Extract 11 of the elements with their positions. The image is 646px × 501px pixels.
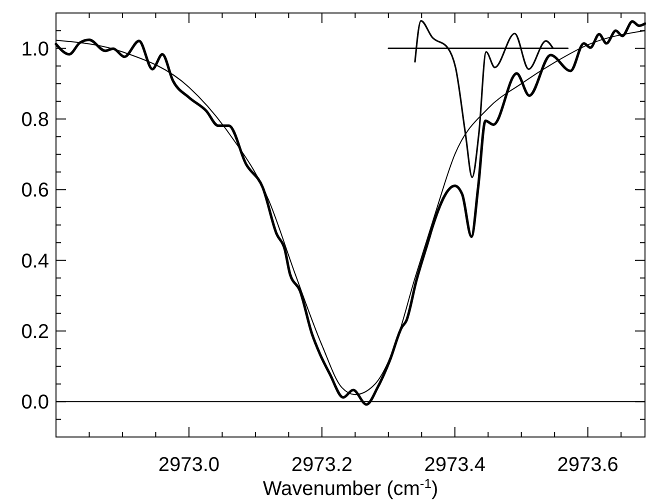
x-tick-label: 2973.6 <box>557 454 618 476</box>
y-tick-label: 1.0 <box>21 38 49 60</box>
y-tick-label: 0.8 <box>21 109 49 131</box>
y-tick-label: 0.0 <box>21 392 49 414</box>
x-tick-label: 2973.4 <box>424 454 486 476</box>
x-tick-label: 2973.2 <box>291 454 352 476</box>
y-tick-label: 0.2 <box>21 321 49 343</box>
x-tick-label: 2973.0 <box>158 454 220 476</box>
y-tick-label: 0.6 <box>21 180 49 202</box>
y-tick-label: 0.4 <box>21 250 49 272</box>
x-axis-title: Wavenumber (cm$^{-1}$) <box>262 476 438 500</box>
